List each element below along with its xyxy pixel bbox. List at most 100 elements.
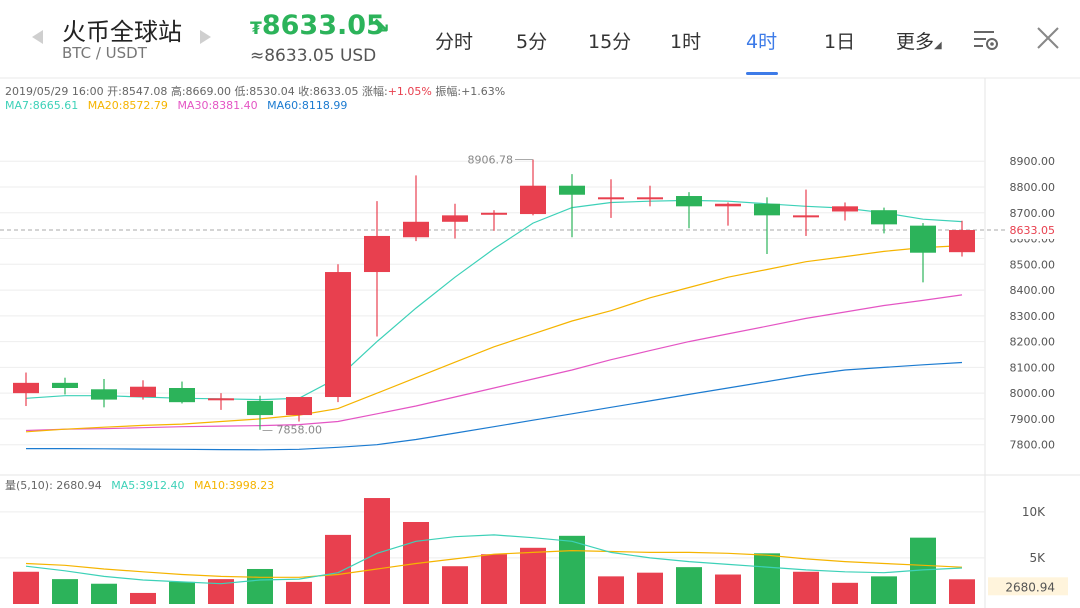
tab-more-label: 更多 [896,31,935,53]
volume-bar [949,579,975,604]
price-tick-label: 8200.00 [1010,336,1056,349]
volume-bar [130,592,156,604]
candle-body [13,382,39,394]
candle-body [403,221,429,238]
volume-bar [52,579,78,604]
volume-label: 量(5,10): 2680.94 [5,479,102,492]
candle-body [793,215,819,218]
ma20-line [25,245,963,433]
price-tick-label: 8800.00 [1010,181,1056,194]
candle-body [637,197,663,200]
ohlc-info: 2019/05/29 16:00 开:8547.08 高:8669.00 低:8… [5,83,505,99]
ma7-legend: MA7:8665.61 [5,99,79,112]
info-low: 8530.04 [249,85,295,98]
volume-bar [637,572,663,604]
info-low-label: 低: [234,85,250,98]
candle-body [52,382,78,388]
candle-body [715,203,741,207]
tab-15min[interactable]: 15分 [588,31,632,53]
current-volume-label: 2680.94 [1005,580,1055,594]
tab-1day[interactable]: 1日 [824,31,856,53]
candle-body [910,225,936,253]
vol-ma10-line [25,549,963,578]
candle-body [676,196,702,207]
high-annotation: 8906.78 [468,153,514,166]
volume-legend: 量(5,10): 2680.94 MA5:3912.40 MA10:3998.2… [5,477,280,493]
settings-icon[interactable] [972,26,1000,54]
volume-tick-label: 5K [1029,551,1046,565]
currency-symbol: ₮ [250,19,262,39]
candle-body [247,400,273,416]
vol-ma5-line [25,534,963,585]
vol-ma10-legend: MA10:3998.23 [193,479,275,492]
info-date: 2019/05/29 16:00 [5,85,104,98]
current-price-label: 8633.05 [1010,224,1056,237]
price-tick-label: 8700.00 [1010,207,1056,220]
volume-bar [91,583,117,604]
volume-bar [598,576,624,604]
ma30-line [25,294,963,432]
ma30-legend: MA30:8381.40 [177,99,258,112]
low-annotation: — 7858.00 [262,424,322,437]
candle-body [481,212,507,215]
close-icon[interactable] [1036,26,1060,50]
header-bar: 火币全球站 BTC / USDT ₮8633.05 ↘ ≈8633.05 USD… [0,0,1080,78]
info-change: +1.05% [387,85,432,98]
ma60-line [26,361,963,451]
info-open: 8547.08 [121,85,168,98]
info-change-label: 涨幅: [361,85,388,98]
caret-down-icon: ◢ [934,40,942,51]
volume-bar [715,574,741,604]
ma20-legend: MA20:8572.79 [87,99,168,112]
candle-body [442,215,468,222]
pair-title: 火币全球站 [62,18,182,46]
volume-bar [793,571,819,604]
candle-body [520,185,546,215]
volume-bar [481,554,507,604]
volume-bar [247,568,273,604]
price-tick-label: 8300.00 [1010,310,1056,323]
tab-timeshare[interactable]: 分时 [435,31,474,53]
chevron-right-icon[interactable] [200,30,211,44]
volume-bar [871,576,897,604]
down-arrow-icon: ↘ [372,14,391,39]
chevron-left-icon[interactable] [32,30,43,44]
ma60-legend: MA60:8118.99 [267,99,348,112]
current-volume-box [988,577,1068,596]
vol-ma5-legend: MA5:3912.40 [111,479,185,492]
price-value: 8633.05 [261,10,385,41]
tab-5min[interactable]: 5分 [516,31,548,53]
candle-body [286,397,312,416]
active-tab-indicator [746,72,778,75]
candle-body [208,398,234,401]
candle-body [364,235,390,273]
ma-legend: MA7:8665.61 MA20:8572.79 MA30:8381.40 MA… [5,99,353,112]
price-tick-label: 7900.00 [1010,413,1056,426]
tab-4hour[interactable]: 4时 [746,31,778,53]
info-open-label: 开: [107,85,122,98]
pair-subtitle: BTC / USDT [62,44,147,62]
candle-body [169,388,195,403]
info-high-label: 高: [170,85,186,98]
volume-bar [325,534,351,604]
info-close-label: 收: [298,85,313,98]
price-tick-label: 8500.00 [1010,258,1056,271]
volume-tick-label: 10K [1022,505,1046,519]
current-price: ₮8633.05 [250,10,385,41]
candle-body [871,210,897,225]
candle-body [754,203,780,216]
candle-body [91,389,117,400]
info-high: 8669.00 [185,85,232,98]
info-close: 8633.05 [312,85,359,98]
price-tick-label: 8100.00 [1010,361,1056,374]
tab-1hour[interactable]: 1时 [670,31,702,53]
price-tick-label: 8400.00 [1010,284,1056,297]
info-amp: +1.63% [461,85,506,98]
price-tick-label: 8900.00 [1010,155,1056,168]
volume-bar [286,581,312,604]
volume-bar [169,581,195,604]
tab-more[interactable]: 更多◢ [896,27,942,54]
volume-bar [676,567,702,604]
volume-bar [754,553,780,604]
